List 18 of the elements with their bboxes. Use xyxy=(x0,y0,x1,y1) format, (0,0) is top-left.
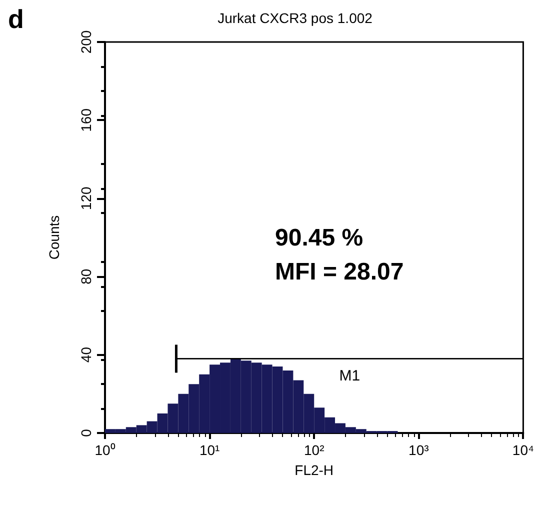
annotation: MFI = 28.07 xyxy=(275,258,404,286)
y-tick-label: 80 xyxy=(78,268,94,284)
x-axis-title: FL2-H xyxy=(294,462,334,478)
y-tick-label: 120 xyxy=(78,186,94,210)
y-tick-label: 40 xyxy=(78,346,94,363)
chart-title: Jurkat CXCR3 pos 1.002 xyxy=(218,10,373,26)
annotation: 90.45 % xyxy=(275,224,364,252)
y-axis-title: Counts xyxy=(46,215,62,260)
x-tick-label: 10⁴ xyxy=(512,442,534,458)
text: d xyxy=(8,4,24,34)
y-tick-label: 0 xyxy=(78,428,94,437)
y-tick-label: 160 xyxy=(78,108,94,132)
x-tick-label: 10¹ xyxy=(199,442,220,458)
x-tick-label: 10³ xyxy=(408,442,430,458)
y-tick-label: 200 xyxy=(78,30,94,54)
series-label: M1 xyxy=(339,368,360,385)
x-tick-label: 10² xyxy=(304,442,325,458)
x-tick-label: 10⁰ xyxy=(94,442,116,458)
